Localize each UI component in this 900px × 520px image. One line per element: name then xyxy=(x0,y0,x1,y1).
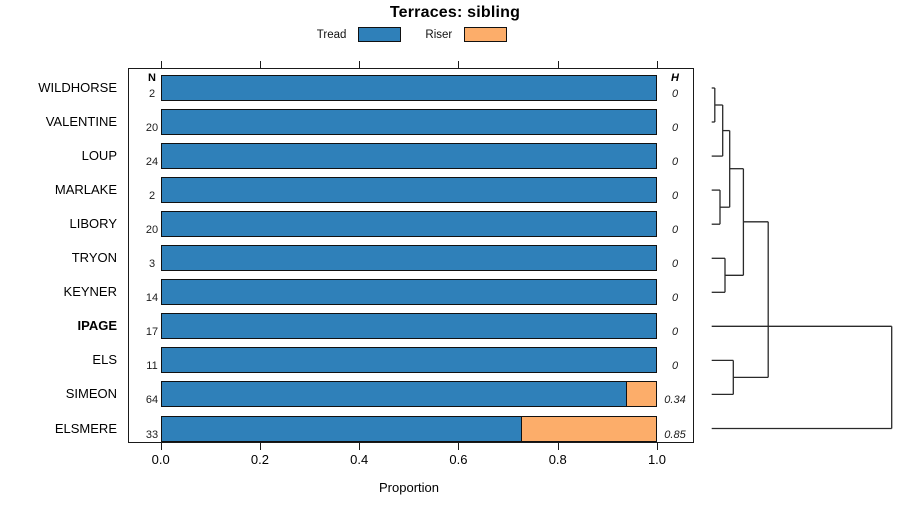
legend-item-tread: Tread xyxy=(317,27,402,42)
bar-libory xyxy=(160,211,657,238)
bar-valentine xyxy=(160,109,657,136)
row-label-libory: LIBORY xyxy=(69,216,117,232)
n-value: 11 xyxy=(146,360,158,373)
dendrogram xyxy=(711,87,893,430)
bar-elsmere xyxy=(160,415,657,442)
row-label-valentine: VALENTINE xyxy=(45,114,117,130)
n-value: 33 xyxy=(145,428,159,441)
x-axis-tick xyxy=(359,443,361,450)
h-value: 0 xyxy=(671,190,679,203)
h-value: 0 xyxy=(671,122,679,135)
bar-riser-segment xyxy=(521,415,657,442)
n-value: 3 xyxy=(148,258,156,271)
row-label-loup: LOUP xyxy=(81,148,117,164)
x-axis-tick xyxy=(458,443,460,450)
bar-tread-segment xyxy=(160,177,657,204)
bar-ipage xyxy=(160,313,657,340)
h-value: 0.34 xyxy=(664,394,686,407)
legend-label-riser: Riser xyxy=(425,28,453,41)
bar-els xyxy=(160,347,657,374)
n-value: 2 xyxy=(148,88,156,100)
bar-tread-segment xyxy=(160,143,657,170)
x-axis-tick xyxy=(160,443,162,450)
bar-tread-segment xyxy=(160,109,657,136)
bar-tread-segment xyxy=(160,381,628,408)
x-axis-tick-label: 0.0 xyxy=(151,452,170,467)
x-axis-tick xyxy=(259,443,261,450)
bar-tread-segment xyxy=(160,347,657,374)
x-axis-tick-top xyxy=(557,61,559,68)
bar-marlake xyxy=(160,177,657,204)
x-axis-tick-label: 1.0 xyxy=(647,452,667,467)
row-label-keyner: KEYNER xyxy=(63,284,117,300)
bar-loup xyxy=(160,143,657,170)
legend: Tread Riser xyxy=(0,27,824,42)
legend-item-riser: Riser xyxy=(425,27,508,42)
plot-panel-border xyxy=(128,68,694,443)
x-axis-tick xyxy=(557,443,559,450)
n-value: 24 xyxy=(145,156,159,169)
bar-wildhorse xyxy=(160,75,657,101)
bar-keyner xyxy=(160,279,657,306)
column-header-n: N xyxy=(148,72,156,84)
chart-title: Terraces: sibling xyxy=(389,4,521,21)
h-value: 0 xyxy=(671,326,679,339)
legend-label-tread: Tread xyxy=(316,28,347,41)
n-value: 20 xyxy=(145,122,159,135)
bar-tread-segment xyxy=(160,211,657,238)
bar-simeon xyxy=(160,381,657,408)
row-label-marlake: MARLAKE xyxy=(54,182,117,198)
n-value: 17 xyxy=(145,326,159,339)
x-axis-tick-label: 0.4 xyxy=(350,452,369,467)
bar-riser-segment xyxy=(625,381,657,408)
x-axis-tick-top xyxy=(259,61,261,68)
n-value: 2 xyxy=(148,190,156,203)
bar-tread-segment xyxy=(160,313,657,340)
h-value: 0 xyxy=(671,292,679,305)
h-value: 0 xyxy=(671,88,679,100)
row-label-ipage: IPAGE xyxy=(77,318,118,334)
h-value: 0 xyxy=(671,258,679,271)
h-value: 0.85 xyxy=(664,428,686,441)
x-axis-tick-label: 0.2 xyxy=(250,452,269,467)
legend-swatch-riser xyxy=(464,27,508,42)
n-value: 14 xyxy=(145,292,159,305)
row-label-tryon: TRYON xyxy=(71,250,117,266)
x-axis-tick-top xyxy=(359,61,361,68)
x-axis-tick-top xyxy=(160,61,162,68)
h-value: 0 xyxy=(671,156,679,169)
n-value: 20 xyxy=(145,224,159,237)
row-label-wildhorse: WILDHORSE xyxy=(38,80,117,95)
bar-tread-segment xyxy=(160,415,523,442)
x-axis-tick-label: 0.8 xyxy=(548,452,567,467)
bar-tread-segment xyxy=(160,245,657,272)
n-value: 64 xyxy=(145,394,159,407)
x-axis-title: Proportion xyxy=(379,480,439,495)
x-axis-tick-top xyxy=(657,61,658,68)
h-value: 0 xyxy=(671,360,679,373)
row-label-els: ELS xyxy=(92,352,117,368)
h-value: 0 xyxy=(671,224,679,237)
column-header-h: H xyxy=(671,72,679,84)
bar-tread-segment xyxy=(160,75,657,101)
bar-tread-segment xyxy=(160,279,657,306)
x-axis-tick xyxy=(657,443,658,450)
x-axis-tick-top xyxy=(458,61,460,68)
bar-tryon xyxy=(160,245,657,272)
x-axis-tick-label: 0.6 xyxy=(449,452,468,467)
row-label-simeon: SIMEON xyxy=(65,386,117,402)
row-label-elsmere: ELSMERE xyxy=(54,420,117,436)
legend-swatch-tread xyxy=(358,27,402,42)
